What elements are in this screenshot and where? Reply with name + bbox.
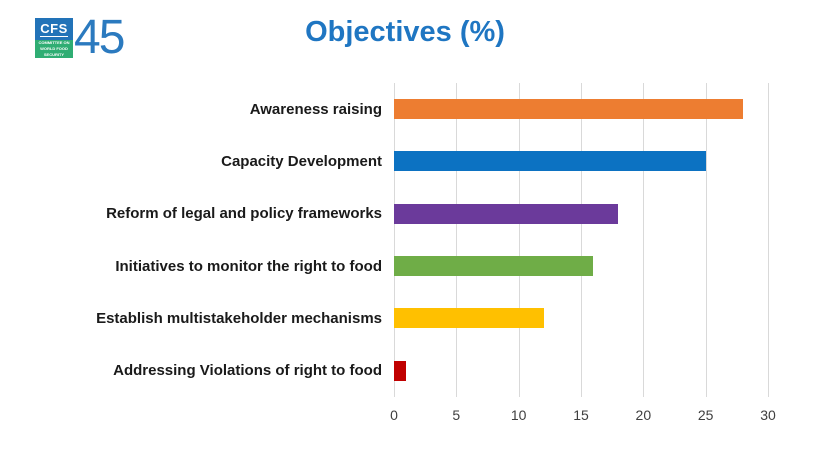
bar	[394, 99, 744, 120]
bar	[394, 360, 407, 381]
bar	[394, 203, 619, 224]
bar-band	[394, 188, 768, 240]
bar-band	[394, 240, 768, 292]
gridline	[518, 83, 520, 397]
gridline	[456, 83, 458, 397]
gridline	[768, 83, 769, 397]
chart-title: Objectives (%)	[305, 16, 505, 48]
x-tick-label: 25	[697, 407, 714, 423]
plot-area	[394, 83, 769, 397]
bars-container	[394, 83, 768, 397]
category-label: Capacity Development	[221, 152, 382, 170]
cfs-session-number: 45	[74, 11, 125, 64]
category-label: Initiatives to monitor the right to food	[115, 257, 382, 275]
cfs-logo-subtext: COMMITTEE ON WORLD FOOD SECURITY	[35, 40, 73, 58]
bar-band	[394, 83, 768, 135]
gridline	[394, 83, 395, 397]
x-tick-label: 15	[573, 407, 589, 423]
category-label: Reform of legal and policy frameworks	[106, 205, 382, 223]
cfs-logo: CFS COMMITTEE ON WORLD FOOD SECURITY 45	[35, 14, 165, 70]
category-label: Establish multistakeholder mechanisms	[96, 309, 382, 327]
bar	[394, 151, 706, 172]
x-axis: 0 5 10 15 20 25 30	[390, 407, 776, 429]
gridline	[643, 83, 645, 397]
x-tick-label: 10	[510, 407, 527, 423]
bar	[394, 308, 544, 329]
x-tick-label: 20	[635, 407, 652, 423]
category-label: Addressing Violations of right to food	[113, 362, 382, 380]
category-labels: Awareness raising Capacity Development Ref…	[0, 83, 388, 397]
cfs-logo-acronym: CFS	[40, 20, 68, 37]
gridline	[705, 83, 707, 397]
bar-band	[394, 292, 768, 344]
gridline	[581, 83, 582, 397]
bar	[394, 256, 594, 277]
bar-band	[394, 135, 768, 187]
bar-band	[394, 345, 768, 397]
cfs-logo-blue-box: CFS	[35, 18, 73, 40]
x-tick-label: 30	[760, 407, 776, 423]
category-label: Awareness raising	[249, 100, 382, 118]
x-tick-label: 0	[390, 407, 398, 423]
x-tick-label: 5	[452, 407, 461, 423]
